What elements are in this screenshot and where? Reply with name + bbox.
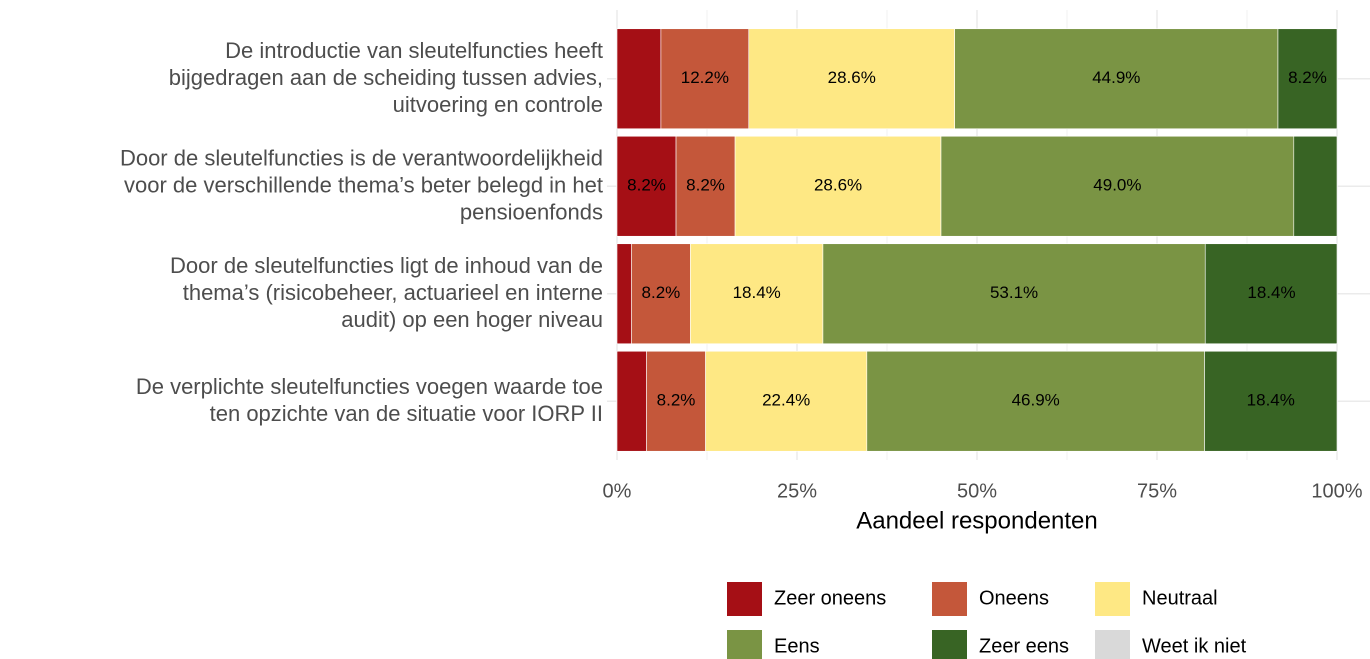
bar-segment: [675, 135, 736, 237]
data-label: 28.6%: [828, 68, 876, 87]
bar-segment: [1277, 28, 1338, 130]
legend-key: [1095, 582, 1130, 616]
x-tick-label: 0%: [603, 480, 632, 502]
data-label: 53.1%: [990, 283, 1038, 302]
x-axis-title: Aandeel respondenten: [856, 507, 1098, 534]
data-label: 8.2%: [657, 391, 696, 410]
legend-label: Zeer eens: [979, 635, 1069, 657]
bar-segment: [631, 243, 691, 345]
data-label: 18.4%: [1247, 283, 1295, 302]
bar-segment: [616, 28, 662, 130]
data-label: 18.4%: [1247, 391, 1295, 410]
x-tick-label: 25%: [777, 480, 817, 502]
legend-label: Neutraal: [1142, 587, 1218, 609]
category-label: De verplichte sleutelfuncties voegen waa…: [136, 374, 603, 426]
bar-segment: [646, 350, 706, 452]
legend-key: [932, 630, 967, 659]
category-label: De introductie van sleutelfuncties heeft…: [169, 38, 603, 117]
legend-label: Zeer oneens: [774, 587, 886, 609]
legend-label: Weet ik niet: [1142, 635, 1247, 657]
data-label: 46.9%: [1012, 391, 1060, 410]
x-tick-label: 100%: [1311, 480, 1362, 502]
data-label: 8.2%: [642, 283, 681, 302]
legend-key: [727, 630, 762, 659]
x-tick-label: 50%: [957, 480, 997, 502]
bar-segment: [690, 243, 824, 345]
bar-segment: [1204, 243, 1338, 345]
data-label: 8.2%: [1288, 68, 1327, 87]
category-label: Door de sleutelfuncties ligt de inhoud v…: [170, 253, 603, 332]
bar-segment: [954, 28, 1279, 130]
x-tick-label: 75%: [1137, 480, 1177, 502]
legend-key: [727, 582, 762, 616]
legend-label: Eens: [774, 635, 820, 657]
data-label: 28.6%: [814, 176, 862, 195]
legend-key: [932, 582, 967, 616]
bar-segment: [734, 135, 942, 237]
bar-segment: [866, 350, 1205, 452]
bar-segment: [616, 135, 677, 237]
bar-segment: [616, 350, 647, 452]
category-label: Door de sleutelfuncties is de verantwoor…: [120, 145, 603, 224]
legend-label: Oneens: [979, 587, 1049, 609]
bar-segment: [616, 243, 632, 345]
data-label: 18.4%: [733, 283, 781, 302]
data-label: 8.2%: [627, 176, 666, 195]
data-label: 8.2%: [686, 176, 725, 195]
data-label: 22.4%: [762, 391, 810, 410]
data-label: 12.2%: [681, 68, 729, 87]
bar-segment: [705, 350, 868, 452]
bar-segment: [748, 28, 955, 130]
legend-key: [1095, 630, 1130, 659]
data-label: 44.9%: [1092, 68, 1140, 87]
bar-segment: [1204, 350, 1338, 452]
bar-segment: [1293, 135, 1338, 237]
bar-segment: [822, 243, 1206, 345]
data-label: 49.0%: [1093, 176, 1141, 195]
bar-segment: [660, 28, 750, 130]
